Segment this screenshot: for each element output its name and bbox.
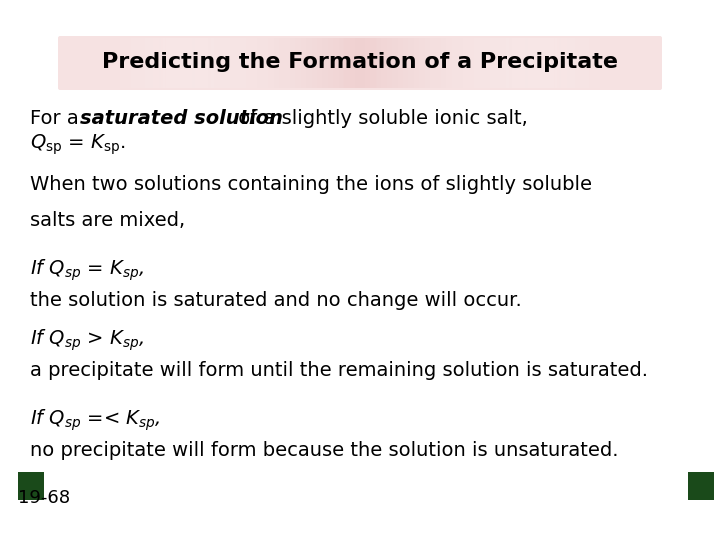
Text: saturated solution: saturated solution (80, 109, 283, 127)
Text: salts are mixed,: salts are mixed, (30, 211, 185, 229)
Text: For a: For a (30, 109, 85, 127)
Text: of a slightly soluble ionic salt,: of a slightly soluble ionic salt, (232, 109, 528, 127)
Bar (688, 472, 714, 500)
Text: If $\mathit{Q}_\mathregular{sp}$ = $\mathit{K}_\mathregular{sp}$,: If $\mathit{Q}_\mathregular{sp}$ = $\mat… (30, 257, 144, 283)
Text: If $\mathit{Q}_\mathregular{sp}$ > $\mathit{K}_\mathregular{sp}$,: If $\mathit{Q}_\mathregular{sp}$ > $\mat… (30, 327, 144, 353)
Text: a precipitate will form until the remaining solution is saturated.: a precipitate will form until the remain… (30, 361, 648, 380)
Text: $\mathit{Q}_\mathregular{sp}$ = $\mathit{K}_\mathregular{sp}$.: $\mathit{Q}_\mathregular{sp}$ = $\mathit… (30, 133, 126, 157)
Text: When two solutions containing the ions of slightly soluble: When two solutions containing the ions o… (30, 176, 592, 194)
Bar (18, 472, 44, 500)
Text: 19-68: 19-68 (18, 489, 70, 507)
Text: If $\mathit{Q}_\mathregular{sp}$ =< $\mathit{K}_\mathregular{sp}$,: If $\mathit{Q}_\mathregular{sp}$ =< $\ma… (30, 407, 161, 433)
FancyBboxPatch shape (58, 36, 662, 90)
Text: the solution is saturated and no change will occur.: the solution is saturated and no change … (30, 291, 522, 309)
Text: no precipitate will form because the solution is unsaturated.: no precipitate will form because the sol… (30, 441, 618, 460)
Text: Predicting the Formation of a Precipitate: Predicting the Formation of a Precipitat… (102, 52, 618, 72)
